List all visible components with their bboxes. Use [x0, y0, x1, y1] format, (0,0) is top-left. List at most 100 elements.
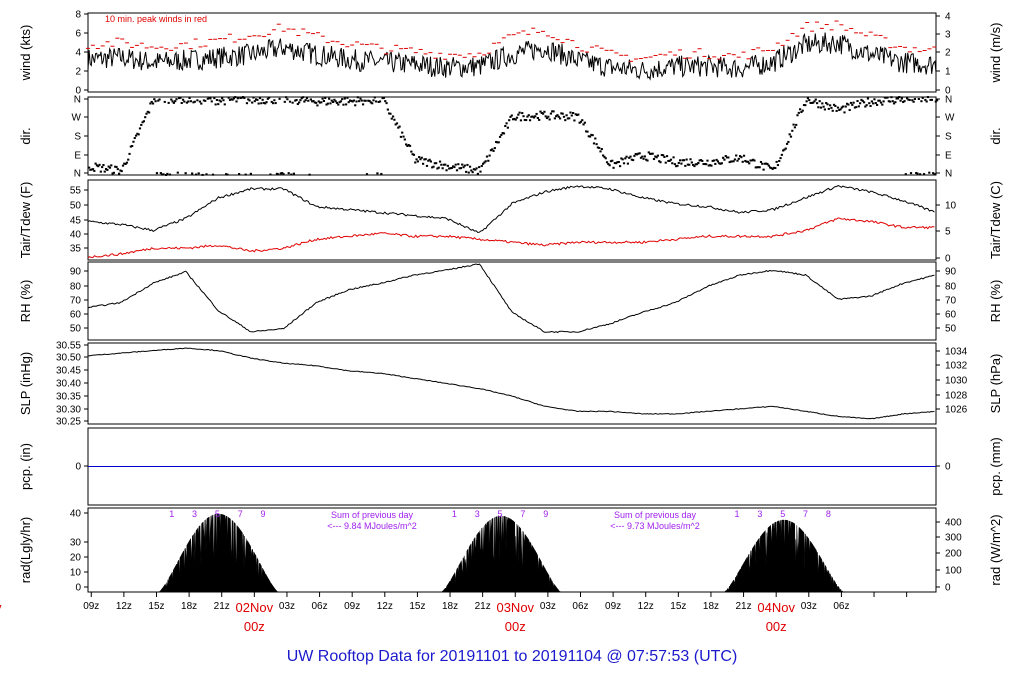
direction-point	[321, 97, 324, 100]
direction-point	[498, 135, 502, 138]
direction-point	[101, 166, 104, 169]
direction-point	[626, 162, 630, 165]
direction-point	[812, 101, 815, 104]
direction-point	[243, 97, 246, 100]
direction-point	[930, 98, 933, 101]
direction-point	[857, 105, 860, 108]
direction-point	[155, 172, 159, 175]
direction-point	[706, 159, 709, 162]
direction-point	[240, 96, 243, 99]
direction-point	[646, 159, 649, 162]
direction-point	[573, 119, 576, 122]
direction-point	[467, 171, 470, 174]
direction-point	[532, 116, 536, 119]
day-marker-hour: 00z	[766, 619, 787, 634]
direction-point	[654, 155, 657, 158]
right-tick-label: 80	[945, 282, 957, 293]
direction-point	[412, 153, 416, 156]
direction-point	[99, 170, 102, 173]
direction-point	[660, 154, 663, 157]
direction-point	[286, 98, 289, 101]
direction-point	[219, 100, 222, 103]
direction-point	[470, 169, 473, 172]
direction-point	[741, 160, 744, 163]
direction-point	[881, 103, 884, 106]
direction-point	[561, 112, 564, 115]
direction-point	[821, 102, 824, 105]
direction-point	[896, 97, 900, 100]
direction-point	[416, 160, 419, 163]
series-tdew-line	[87, 217, 935, 259]
direction-point	[651, 152, 654, 155]
panel-frame-wind	[87, 12, 937, 93]
direction-point	[375, 100, 378, 103]
direction-point	[461, 163, 464, 166]
direction-point	[312, 100, 315, 103]
direction-point	[553, 117, 556, 120]
direction-point	[671, 162, 674, 165]
direction-point	[622, 162, 626, 165]
direction-point	[755, 166, 759, 169]
direction-point	[815, 102, 819, 105]
right-tick-label: 50	[945, 324, 957, 335]
direction-point	[861, 99, 864, 102]
direction-point	[729, 160, 733, 163]
left-tick-label: 35	[70, 244, 82, 255]
direction-point	[254, 98, 258, 101]
radiation-day-area	[157, 513, 279, 593]
direction-point	[185, 101, 189, 104]
direction-point	[149, 102, 152, 105]
direction-point	[894, 101, 897, 104]
direction-point	[596, 146, 599, 149]
direction-point	[827, 107, 830, 110]
left-tick-label: 30.45	[56, 366, 81, 377]
right-tick-label: 1034	[945, 347, 968, 358]
direction-point	[174, 100, 177, 103]
direction-point	[368, 100, 371, 103]
direction-point	[699, 159, 703, 162]
direction-point	[315, 101, 318, 104]
direction-point	[489, 149, 493, 152]
right-tick-label: 60	[945, 310, 957, 321]
direction-point	[707, 164, 710, 167]
x-tick-label: 12z	[377, 601, 393, 612]
direction-point	[418, 156, 421, 159]
direction-point	[603, 155, 606, 158]
right-tick-label: 0	[945, 462, 951, 473]
direction-point	[127, 158, 130, 161]
direction-point	[544, 115, 547, 118]
direction-point	[678, 159, 682, 162]
direction-point	[677, 161, 680, 164]
direction-point	[492, 149, 495, 152]
annotation-peak-winds: 10 min. peak winds in red	[105, 14, 207, 24]
direction-point	[214, 103, 217, 106]
direction-point	[735, 154, 738, 157]
direction-point	[753, 159, 756, 162]
direction-point	[839, 108, 842, 111]
direction-point	[296, 103, 299, 106]
direction-point	[763, 162, 766, 165]
direction-point	[722, 156, 725, 159]
direction-point	[249, 172, 252, 175]
direction-point	[358, 100, 361, 103]
direction-point	[197, 172, 200, 175]
direction-point	[474, 168, 477, 171]
direction-point	[737, 157, 740, 160]
left-tick-label: 10	[70, 568, 82, 579]
direction-point	[256, 98, 259, 101]
direction-point	[752, 158, 755, 161]
direction-point	[192, 101, 195, 104]
direction-point	[583, 121, 586, 124]
direction-point	[822, 105, 825, 108]
direction-point	[399, 135, 403, 138]
direction-point	[480, 164, 483, 167]
direction-point	[885, 96, 888, 99]
direction-point	[235, 100, 238, 103]
direction-point	[352, 99, 356, 102]
direction-point	[478, 166, 481, 169]
direction-point	[164, 173, 168, 176]
direction-point	[639, 156, 643, 159]
direction-point	[912, 100, 915, 103]
direction-point	[420, 156, 423, 159]
right-tick-label: 200	[945, 549, 962, 560]
